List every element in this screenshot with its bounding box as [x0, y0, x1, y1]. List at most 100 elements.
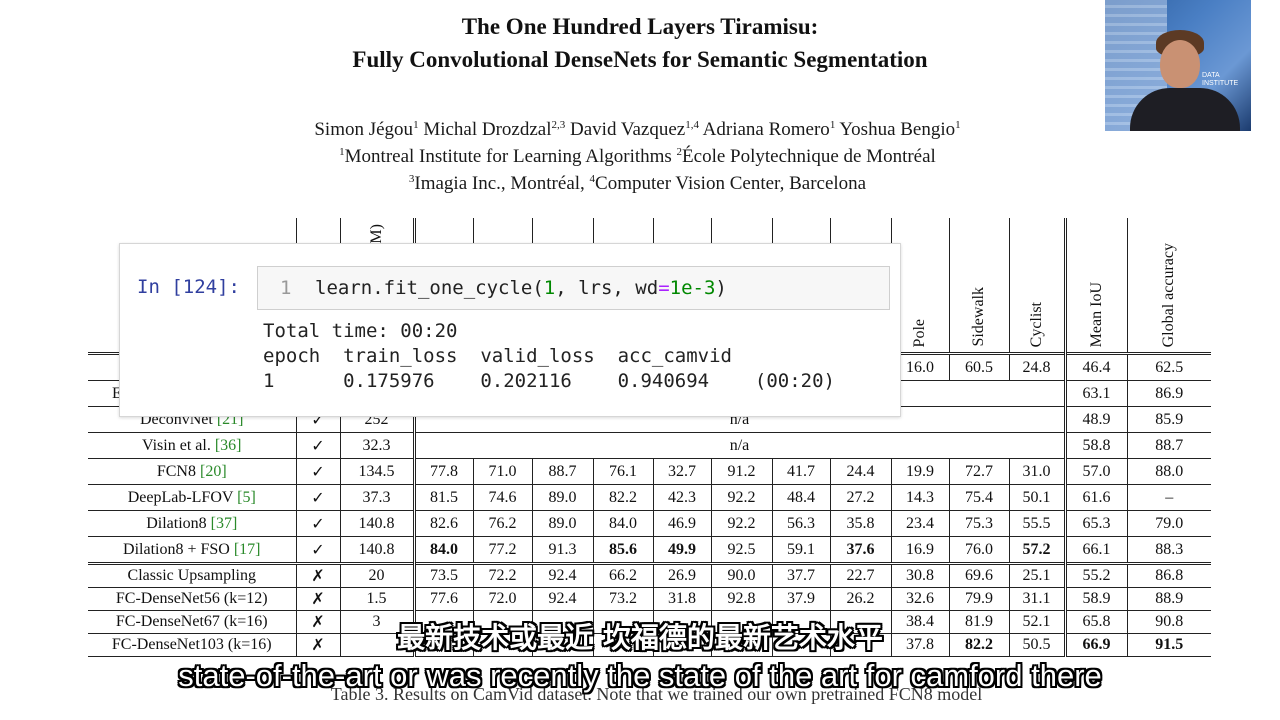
author-list: Simon Jégou1 Michal Drozdzal2,3 David Va…: [0, 116, 1275, 143]
code-number: 1e-3: [669, 277, 716, 299]
params-cell: 3: [339, 610, 414, 634]
params-cell: 32.3: [339, 432, 414, 459]
table-cell: 92.2: [710, 510, 772, 537]
table-cell: 82.2: [592, 484, 653, 511]
webcam-video: DATA INSTITUTE: [1105, 0, 1251, 131]
table-cell: 89.0: [531, 484, 593, 511]
pretrained-mark: ✓: [295, 458, 340, 485]
table-cell: 56.3: [771, 510, 830, 537]
code-number: 1: [543, 277, 556, 299]
code-input-area[interactable]: 1 learn.fit_one_cycle(1, lrs, wd=1e-3): [257, 266, 890, 310]
table-cell: 82.2: [948, 633, 1009, 657]
table-cell: 32.6: [890, 587, 949, 611]
code-line[interactable]: learn.fit_one_cycle(1, lrs, wd=1e-3): [315, 277, 727, 299]
pretrained-mark: ✗: [295, 633, 340, 657]
table-cell: 58.9: [1063, 587, 1127, 611]
affiliation-mark: 2: [676, 146, 683, 158]
table-cell: 24.4: [829, 458, 891, 485]
table-row: Classic Upsampling ✗ 20 73.5 72.2 92.4 66.2 26.…: [88, 562, 1211, 588]
header-label: Global accuracy: [1160, 242, 1178, 347]
table-cell: –: [1126, 484, 1211, 511]
table-cell: [652, 610, 711, 634]
table-cell: 71.0: [472, 458, 532, 485]
affiliation-text: Montreal Institute for Learning Algorith…: [344, 146, 677, 167]
code-token: learn.fit_one_cycle(: [315, 277, 544, 299]
params-cell: 1.5: [339, 587, 414, 611]
table-cell: 66.2: [592, 562, 653, 588]
affiliation-text: Imagia Inc., Montréal,: [414, 173, 590, 194]
params-cell: 20: [339, 562, 414, 588]
author: Michal Drozdzal: [423, 119, 552, 140]
author-affiliation-mark: 1: [955, 119, 961, 131]
params-cell: 134.5: [339, 458, 414, 485]
table-cell: [592, 633, 653, 657]
table-cell: 25.1: [1008, 562, 1065, 588]
table-cell: 88.7: [531, 458, 593, 485]
method-name-cell: Dilation8 + FSO [17]: [88, 536, 296, 564]
method-name-cell: Classic Upsampling: [88, 562, 296, 588]
citation-link[interactable]: [17]: [233, 540, 261, 558]
table-row: Dilation8 + FSO [17] ✓ 140.8 84.0 77.2 91.3 85…: [88, 536, 1211, 564]
table-cell: 81.9: [948, 610, 1009, 634]
output-table-header: epoch train_loss valid_loss acc_camvid: [263, 345, 732, 367]
author-affiliation-mark: 1: [829, 119, 836, 131]
table-cell: 88.3: [1126, 536, 1211, 564]
table-row: DeepLab-LFOV [5] ✓ 37.3 81.5 74.6 89.0 82.2 42.…: [88, 484, 1211, 511]
citation-link[interactable]: [20]: [199, 462, 227, 480]
table-cell: 90.8: [1126, 610, 1211, 634]
table-header-cell: Global accuracy: [1126, 218, 1211, 354]
table-cell: [829, 633, 891, 657]
table-header-cell: Mean IoU: [1063, 218, 1127, 354]
method-name: FCN8: [156, 462, 200, 480]
table-cell: 91.3: [531, 536, 593, 564]
table-cell: 57.2: [1008, 536, 1065, 564]
params-cell: [339, 633, 414, 657]
table-cell: 35.8: [829, 510, 891, 537]
table-body-baselines: FCN8 [20] ✓ 134.5 77.8 71.0 88.7 76.1 32.7 91.2 4…: [88, 458, 1211, 564]
table-cell: 32.7: [652, 458, 711, 485]
table-cell: 37.9: [771, 587, 830, 611]
table-cell: [472, 610, 532, 634]
params-cell: 140.8: [339, 536, 414, 564]
table-caption: Table 3. Results on CamVid dataset. Note…: [330, 684, 983, 704]
table-cell: [710, 610, 772, 634]
table-cell: [472, 633, 532, 657]
citation-link[interactable]: [37]: [210, 514, 238, 532]
table-header-cell: Sidewalk: [948, 218, 1009, 354]
author: Yoshua Bengio: [839, 119, 956, 140]
author: Adriana Romero: [702, 119, 830, 140]
method-name-cell: FCN8 [20]: [88, 458, 296, 485]
table-cell: 19.9: [890, 458, 949, 485]
citation-link[interactable]: [36]: [214, 436, 242, 454]
affiliation-line-2: 3Imagia Inc., Montréal, 4Computer Vision…: [0, 170, 1275, 197]
table-cell: 69.6: [948, 562, 1009, 588]
author: Simon Jégou: [314, 119, 414, 140]
table-cell: 90.0: [710, 562, 772, 588]
params-cell: 140.8: [339, 510, 414, 537]
citation-link[interactable]: [5]: [237, 488, 256, 506]
line-number: 1: [280, 277, 292, 299]
table-cell: 92.5: [710, 536, 772, 564]
notebook-cell[interactable]: In [124]: 1 learn.fit_one_cycle(1, lrs, …: [119, 243, 901, 417]
table-cell: 75.4: [948, 484, 1009, 511]
table-cell: 42.3: [652, 484, 711, 511]
affiliation-text: Computer Vision Center, Barcelona: [595, 173, 867, 194]
table-cell: 72.0: [472, 587, 532, 611]
pretrained-mark: ✓: [295, 536, 340, 564]
table-row: Visin et al. [36] ✓ 32.3 n/a 58.8 88.7: [88, 432, 1211, 459]
table-cell: 89.0: [531, 510, 593, 537]
table-cell: 37.7: [771, 562, 830, 588]
table-body-ours: Classic Upsampling ✗ 20 73.5 72.2 92.4 66.2 26.…: [88, 562, 1211, 657]
table-cell: 92.4: [531, 587, 593, 611]
subtitle-english: state-of-the-art or was recently the sta…: [178, 658, 1102, 693]
table-cell: 60.5: [948, 353, 1009, 381]
table-cell: 72.2: [472, 562, 532, 588]
table-cell: 62.5: [1126, 353, 1211, 381]
method-name: Classic Upsampling: [127, 567, 256, 584]
table-cell: 92.4: [531, 562, 593, 588]
table-cell: 49.9: [652, 536, 711, 564]
author-affiliation-mark: 1: [413, 119, 419, 131]
table-cell: [412, 633, 473, 657]
table-cell: 50.1: [1008, 484, 1065, 511]
table-cell: 30.8: [890, 562, 949, 588]
